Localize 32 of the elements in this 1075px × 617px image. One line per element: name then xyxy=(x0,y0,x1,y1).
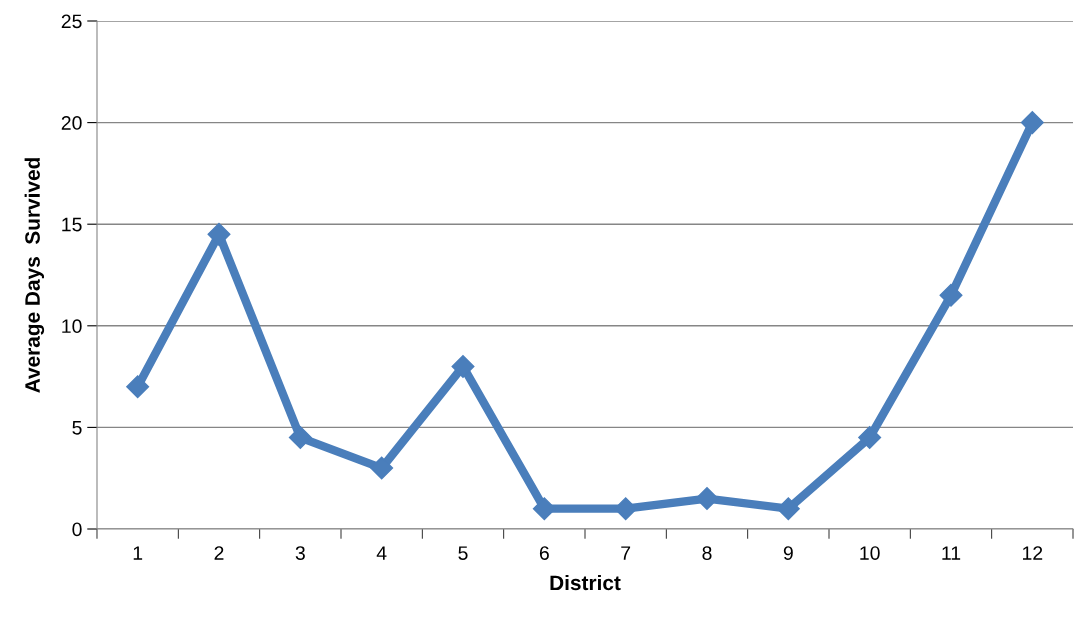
x-tick-label: 9 xyxy=(783,546,793,560)
x-tick-label: 12 xyxy=(1023,546,1043,560)
y-tick-label: 25 xyxy=(61,14,82,29)
point xyxy=(695,487,719,511)
point xyxy=(1020,111,1044,135)
x-tick-label: 11 xyxy=(942,546,961,560)
point xyxy=(614,497,638,521)
y-tick-label: 5 xyxy=(72,421,82,435)
x-tick-label: 6 xyxy=(539,546,549,560)
x-tick-label: 8 xyxy=(702,546,712,560)
point xyxy=(451,354,475,378)
point xyxy=(939,283,963,307)
point xyxy=(126,375,150,399)
x-tick-label: 1 xyxy=(133,546,143,560)
y-tick-label: 10 xyxy=(62,319,82,334)
y-axis-title: Average Days Survived xyxy=(24,158,45,393)
y-tick-label: 0 xyxy=(72,522,82,537)
point xyxy=(370,456,394,480)
point xyxy=(207,222,231,246)
point xyxy=(532,497,556,521)
point xyxy=(858,426,882,450)
x-tick-label: 5 xyxy=(458,546,468,560)
y-tick-label: 20 xyxy=(61,116,82,130)
y-tick-label: 15 xyxy=(62,217,82,232)
x-axis-title: District xyxy=(550,574,621,591)
x-tick-label: 10 xyxy=(860,546,880,560)
point xyxy=(288,426,312,450)
x-tick-label: 7 xyxy=(621,546,631,560)
x-tick-label: 4 xyxy=(376,546,387,560)
x-tick-label: 3 xyxy=(295,546,305,560)
x-tick-label: 2 xyxy=(214,546,224,560)
point xyxy=(776,497,800,521)
